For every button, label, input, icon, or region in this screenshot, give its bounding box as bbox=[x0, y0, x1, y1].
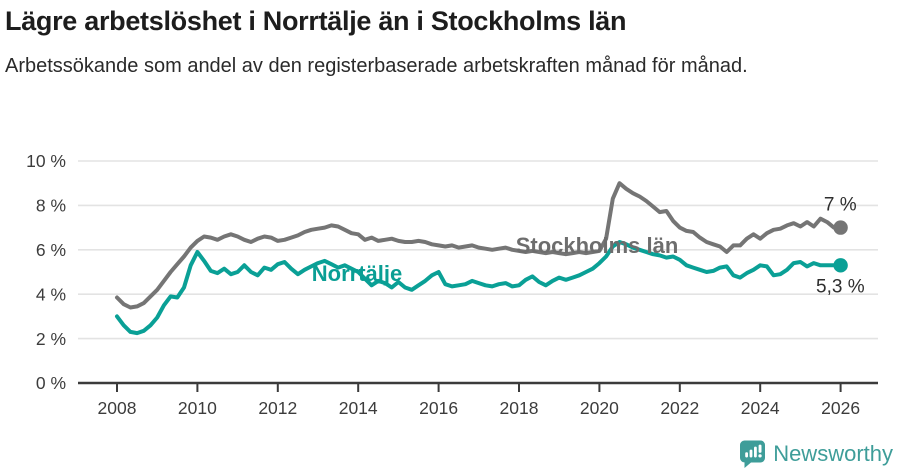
y-tick-label: 8 % bbox=[36, 196, 66, 216]
y-tick-label: 2 % bbox=[36, 329, 66, 349]
norrtalje-end-dot bbox=[833, 258, 848, 273]
x-tick-label: 2020 bbox=[580, 398, 619, 418]
x-tick-label: 2016 bbox=[419, 398, 458, 418]
norrtalje-label: Norrtälje bbox=[312, 261, 402, 286]
stockholms-lan-label: Stockholms län bbox=[516, 233, 679, 258]
chart-header: Lägre arbetslöshet i Norrtälje än i Stoc… bbox=[0, 0, 900, 80]
stockholms-lan-line bbox=[115, 181, 843, 310]
newsworthy-logo-text: Newsworthy bbox=[773, 441, 893, 466]
y-tick-label: 0 % bbox=[36, 373, 66, 393]
norrtalje-line bbox=[115, 240, 843, 336]
x-tick-label: 2018 bbox=[500, 398, 539, 418]
newsworthy-logo[interactable]: Newsworthy bbox=[739, 439, 893, 469]
y-tick-label: 10 % bbox=[26, 151, 66, 171]
page-title: Lägre arbetslöshet i Norrtälje än i Stoc… bbox=[5, 6, 627, 36]
y-tick-label: 6 % bbox=[36, 240, 66, 260]
stockholms-lan-end-dot bbox=[833, 220, 848, 235]
gridlines bbox=[78, 160, 878, 340]
x-tick-label: 2008 bbox=[98, 398, 137, 418]
x-tick-label: 2012 bbox=[258, 398, 297, 418]
x-tick-label: 2014 bbox=[339, 398, 378, 418]
x-tick-label: 2026 bbox=[821, 398, 860, 418]
stockholms-lan-end-value: 7 % bbox=[824, 195, 857, 216]
chart-footer: Newsworthy bbox=[739, 439, 893, 469]
x-tick-label: 2022 bbox=[660, 398, 699, 418]
line-chart: 10 % 8 % 6 % 4 % 2 % 0 % 2008 2010 2012 2014 2016… bbox=[26, 151, 878, 418]
x-axis: 2008 2010 2012 2014 2016 2018 2020 2022 2024 2026 bbox=[78, 381, 878, 418]
x-tick-label: 2024 bbox=[741, 398, 780, 418]
y-axis-labels: 10 % 8 % 6 % 4 % 2 % 0 % bbox=[26, 151, 66, 393]
newsworthy-bubble-chart-icon bbox=[740, 440, 766, 468]
norrtalje-end-value: 5,3 % bbox=[816, 276, 865, 297]
y-tick-label: 4 % bbox=[36, 284, 66, 304]
series-lines bbox=[115, 181, 848, 336]
x-tick-label: 2010 bbox=[178, 398, 217, 418]
series-labels: 7 % Stockholms län 5,3 % Norrtälje bbox=[312, 195, 865, 298]
chart-subtitle: Arbetssökande som andel av den registerb… bbox=[5, 55, 748, 78]
